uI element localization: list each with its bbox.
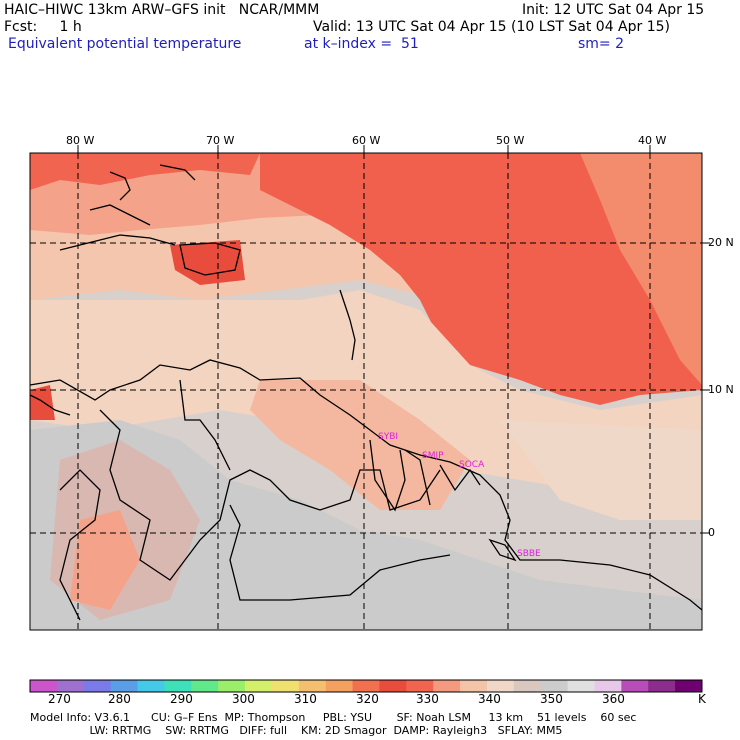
colorbar-swatch [137, 680, 165, 692]
colorbar-swatch [513, 680, 542, 692]
valid-time: Valid: 13 UTC Sat 04 Apr 15 (10 LST Sat … [313, 19, 671, 35]
colorbar-swatch [675, 680, 703, 692]
colorbar-tick-label: 310 [294, 692, 317, 706]
colorbar-tick-label: 320 [356, 692, 379, 706]
model-info-line2: LW: RRTMG SW: RRTMG DIFF: full KM: 2D Sm… [30, 724, 563, 737]
lon-label: 80 W [66, 134, 95, 147]
field-name: Equivalent potential temperature [8, 36, 242, 52]
colorbar-swatch [56, 680, 85, 692]
colorbar-swatch [352, 680, 380, 692]
colorbar-swatch [298, 680, 327, 692]
init-time: Init: 12 UTC Sat 04 Apr 15 [522, 2, 705, 18]
colorbar-frame [29, 679, 703, 693]
colorbar [30, 680, 703, 692]
tick-marks [77, 145, 710, 534]
map-frame [29, 152, 703, 631]
colorbar-swatch [433, 680, 461, 692]
colorbar-swatch [83, 680, 112, 692]
colorbar-swatch [271, 680, 300, 692]
colorbar-swatch [245, 680, 273, 692]
colorbar-tick-label: K [698, 692, 706, 706]
colorbar-tick-label: 350 [540, 692, 563, 706]
colorbar-tick-label: 340 [478, 692, 501, 706]
coastlines [29, 164, 703, 621]
colorbar-swatch [218, 680, 246, 692]
station-label: SBBE [517, 549, 541, 559]
colorbar-swatch [621, 680, 649, 692]
station-label: SMJP [422, 451, 444, 461]
colorbar-tick-label: 290 [170, 692, 193, 706]
colorbar-swatch [191, 680, 219, 692]
colorbar-tick-label: 300 [232, 692, 255, 706]
colorbar-tick-label: 270 [48, 692, 71, 706]
station-label: SYBI [378, 432, 399, 442]
colorbar-swatch [325, 680, 354, 692]
forecast-hour: Fcst: 1 h [4, 19, 82, 35]
station-label: SOCA [459, 460, 485, 470]
colorbar-swatch [110, 680, 139, 692]
smoothing: sm= 2 [578, 36, 625, 52]
lon-label: 50 W [496, 134, 525, 147]
colorbar-swatch [30, 680, 58, 692]
lon-label: 60 W [352, 134, 381, 147]
colorbar-tick-label: 280 [108, 692, 131, 706]
shaded-field [30, 153, 702, 630]
vertical-level: at k–index = 51 [304, 36, 419, 52]
colorbar-swatch [540, 680, 569, 692]
colorbar-tick-label: 360 [602, 692, 625, 706]
lon-label: 70 W [206, 134, 235, 147]
colorbar-swatch [567, 680, 595, 692]
colorbar-swatch [164, 680, 192, 692]
colorbar-swatch [594, 680, 622, 692]
lon-label: 40 W [638, 134, 667, 147]
colorbar-swatch [460, 680, 488, 692]
colorbar-tick-label: 330 [416, 692, 439, 706]
colorbar-swatch [379, 680, 407, 692]
lat-label: 10 N [708, 383, 734, 396]
lat-label: 0 [708, 526, 715, 539]
model-info-line1: Model Info: V3.6.1 CU: G–F Ens MP: Thomp… [30, 711, 637, 724]
colorbar-swatch [486, 680, 515, 692]
colorbar-swatch [406, 680, 434, 692]
graticule [30, 153, 702, 630]
lat-label: 20 N [708, 236, 734, 249]
model-title: HAIC–HIWC 13km ARW–GFS init NCAR/MMM [4, 2, 320, 18]
colorbar-swatch [648, 680, 676, 692]
